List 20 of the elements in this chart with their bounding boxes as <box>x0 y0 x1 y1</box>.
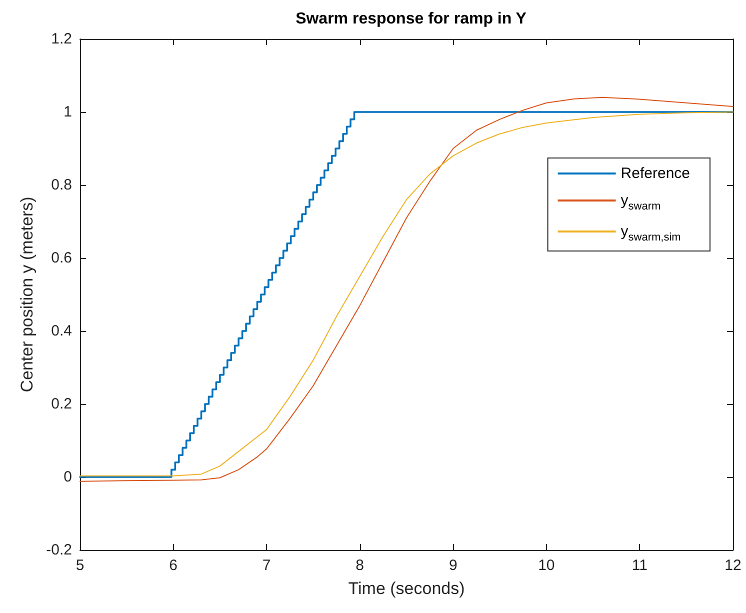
x-tick-label: 12 <box>724 557 742 574</box>
x-tick-label: 6 <box>169 557 178 574</box>
y-tick-label: 0.6 <box>51 250 72 266</box>
x-tick-label: 5 <box>76 557 84 574</box>
x-tick-label: 11 <box>632 557 648 574</box>
x-tick-label: 9 <box>448 557 458 574</box>
y-tick-label: 0.2 <box>51 396 72 412</box>
x-tick-label: 7 <box>262 557 271 574</box>
y-tick-label: -0.2 <box>46 542 72 558</box>
chart-title: Swarm response for ramp in Y <box>296 10 527 28</box>
x-tick-label: 10 <box>538 557 555 574</box>
x-tick-label: 8 <box>356 557 364 574</box>
y-tick-label: 0.8 <box>51 176 72 194</box>
y-tick-label: 0 <box>64 468 72 486</box>
y-tick-label: 1.2 <box>51 30 72 48</box>
y-axis-title: Center position y (meters) <box>17 196 36 392</box>
y-tick-label: 1 <box>64 104 72 120</box>
y-tick-label: 0.4 <box>51 322 72 340</box>
x-axis-title: Time (seconds) <box>348 579 465 598</box>
legend-label: Reference <box>620 165 690 182</box>
